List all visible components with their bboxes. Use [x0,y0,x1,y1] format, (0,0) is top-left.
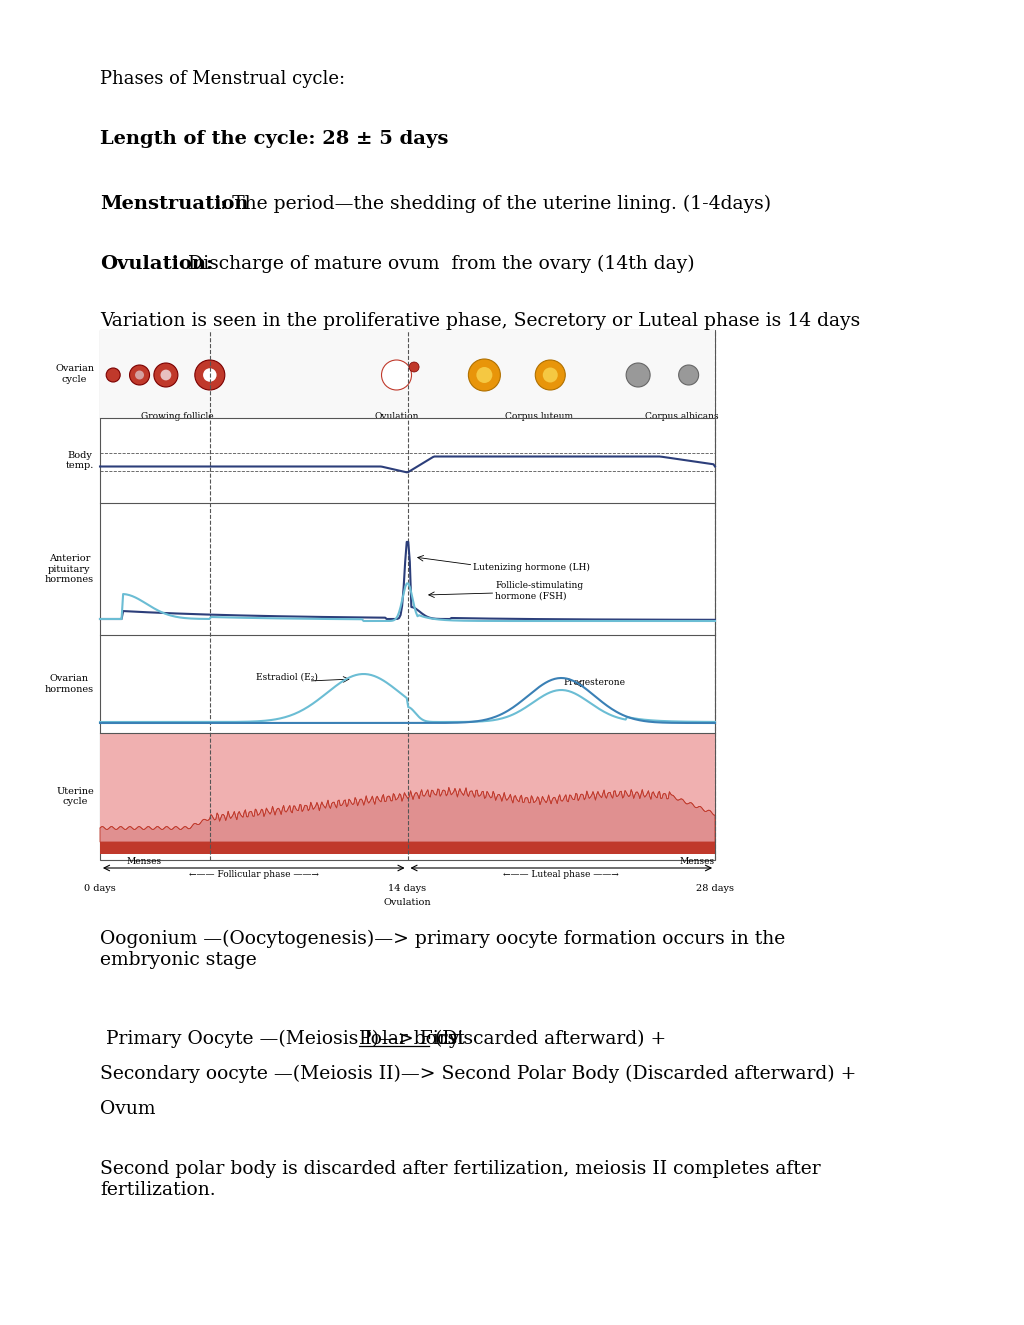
Circle shape [106,368,120,382]
Text: Oogonium —(Oocytogenesis)—> primary oocyte formation occurs in the
embryonic sta: Oogonium —(Oocytogenesis)—> primary oocy… [100,930,785,969]
Bar [100,330,715,860]
Text: Body
temp.: Body temp. [66,451,94,470]
Bar [100,841,715,855]
Text: Menstruation: Menstruation [100,195,249,213]
Text: Anterior
pituitary
hormones: Anterior pituitary hormones [45,554,94,584]
Circle shape [536,360,565,390]
Text: Polar body: Polar body [359,1030,460,1048]
Text: (Discarded afterward) +: (Discarded afterward) + [429,1030,667,1048]
Text: Variation is seen in the proliferative phase, Secretory or Luteal phase is 14 da: Variation is seen in the proliferative p… [100,311,860,330]
Text: Primary Oocyte —(Meiosis I)—> First: Primary Oocyte —(Meiosis I)—> First [100,1030,471,1048]
Circle shape [468,359,501,391]
Circle shape [135,371,144,379]
Text: Ovulation:: Ovulation: [100,254,213,273]
Text: Ovulation: Ovulation [384,898,431,908]
Text: Ovulation: Ovulation [374,412,419,421]
Circle shape [203,368,216,382]
Text: Corpus luteum: Corpus luteum [505,412,573,421]
Text: Ovum: Ovum [100,1100,156,1118]
Text: Uterine
cycle: Uterine cycle [56,787,94,806]
Bar [100,733,715,841]
Text: Menses: Menses [126,857,162,867]
Circle shape [382,360,412,390]
Text: Estradiol (E₂): Estradiol (E₂) [256,673,317,682]
Text: : The period—the shedding of the uterine lining. (1-4days): : The period—the shedding of the uterine… [220,195,771,213]
Polygon shape [100,787,715,841]
Text: Second polar body is discarded after fertilization, meiosis II completes after
f: Second polar body is discarded after fer… [100,1159,820,1199]
Bar [100,330,715,417]
Circle shape [679,364,698,386]
Text: 0 days: 0 days [84,884,116,893]
Circle shape [543,367,558,383]
Circle shape [626,363,650,387]
Text: Discharge of mature ovum  from the ovary (14th day): Discharge of mature ovum from the ovary … [182,254,694,273]
Text: 14 days: 14 days [388,884,427,893]
Text: ←—— Follicular phase ——→: ←—— Follicular phase ——→ [188,871,318,878]
Circle shape [154,363,178,387]
Text: ←—— Luteal phase ——→: ←—— Luteal phase ——→ [504,871,620,878]
Text: Length of the cycle: 28 ± 5 days: Length of the cycle: 28 ± 5 days [100,130,449,148]
Text: Follicle-stimulating
hormone (FSH): Follicle-stimulating hormone (FSH) [496,582,584,600]
Circle shape [129,364,150,386]
Circle shape [161,370,171,380]
Text: Ovarian
hormones: Ovarian hormones [45,674,94,694]
Text: Growing follicle: Growing follicle [140,412,213,421]
Circle shape [195,360,225,390]
Text: Lutenizing hormone (LH): Lutenizing hormone (LH) [473,562,590,571]
Text: 28 days: 28 days [696,884,734,893]
Text: Progesterone: Progesterone [563,678,626,686]
Text: Phases of Menstrual cycle:: Phases of Menstrual cycle: [100,70,345,87]
Circle shape [410,362,419,372]
Text: Corpus albicans: Corpus albicans [645,412,719,421]
Text: Menses: Menses [680,857,715,867]
Circle shape [476,367,493,383]
Text: Secondary oocyte —(Meiosis II)—> Second Polar Body (Discarded afterward) +: Secondary oocyte —(Meiosis II)—> Second … [100,1065,856,1084]
Text: Ovarian
cycle: Ovarian cycle [55,364,94,384]
